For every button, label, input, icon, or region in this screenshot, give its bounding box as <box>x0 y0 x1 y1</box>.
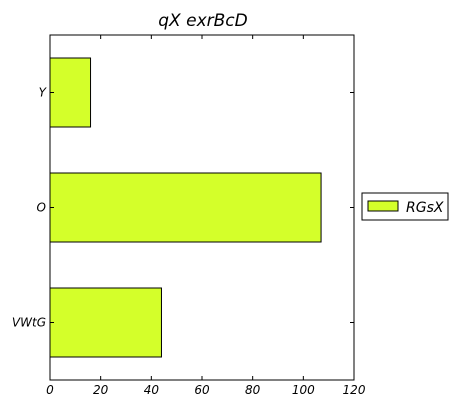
x-tick-label: 80 <box>245 383 261 397</box>
x-tick-label: 0 <box>46 383 54 397</box>
bar-VWtG <box>49 287 162 358</box>
y-tick-label: Y <box>39 86 48 100</box>
bars-layer <box>49 57 322 358</box>
x-tick-label: 40 <box>144 383 160 397</box>
x-tick-label: 60 <box>194 383 210 397</box>
ticks-layer: VWtG O Y 0 20 40 60 80 100 120 <box>12 35 366 397</box>
y-tick-label: O <box>37 201 46 215</box>
x-tick-label: 20 <box>93 383 109 397</box>
y-tick-label: VWtG <box>12 316 46 330</box>
legend-swatch <box>367 200 399 212</box>
bar-Y <box>49 57 92 128</box>
legend: RGsX <box>361 192 449 221</box>
chart-title: qX exrBcD <box>158 11 247 31</box>
plot-area-frame <box>49 34 355 381</box>
bar-O <box>49 172 322 243</box>
legend-label: RGsX <box>406 200 444 216</box>
x-tick-label: 120 <box>343 383 366 397</box>
x-tick-label: 100 <box>292 383 315 397</box>
